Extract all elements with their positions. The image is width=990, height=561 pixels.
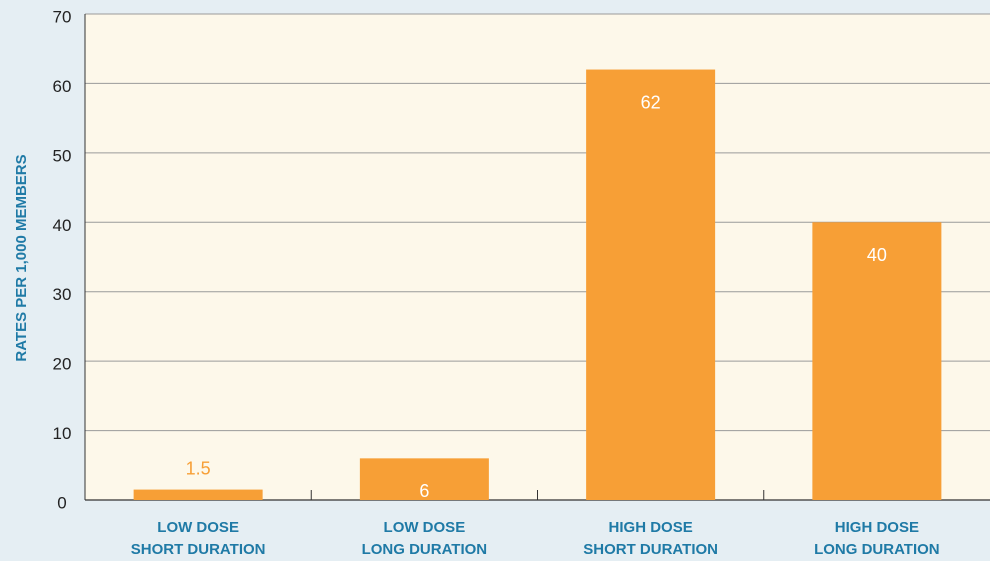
y-tick-label: 10	[53, 424, 72, 443]
bar	[133, 489, 263, 500]
y-tick-label: 30	[53, 285, 72, 304]
value-label: 1.5	[186, 458, 211, 478]
bar	[812, 222, 942, 501]
x-tick-label: LOW DOSE	[157, 519, 239, 536]
y-tick-label: 50	[53, 146, 72, 165]
x-tick-label: LOW DOSE	[384, 519, 466, 536]
y-tick-label: 20	[53, 355, 72, 374]
y-tick-label: 0	[57, 493, 66, 512]
x-tick-label: HIGH DOSE	[609, 519, 693, 536]
y-tick-label: 40	[53, 216, 72, 235]
bar	[586, 69, 716, 501]
y-axis-label: RATES PER 1,000 MEMBERS	[13, 154, 30, 361]
value-label: 62	[641, 92, 661, 112]
x-tick-label: HIGH DOSE	[835, 519, 919, 536]
y-tick-label: 60	[53, 77, 72, 96]
value-label: 6	[419, 481, 429, 501]
bar	[359, 458, 489, 500]
x-tick-label: SHORT DURATION	[583, 541, 718, 558]
value-label: 40	[867, 245, 887, 265]
y-tick-label: 70	[53, 7, 72, 26]
x-tick-label: LONG DURATION	[362, 541, 488, 558]
x-tick-label: LONG DURATION	[814, 541, 940, 558]
x-tick-label: SHORT DURATION	[131, 541, 266, 558]
